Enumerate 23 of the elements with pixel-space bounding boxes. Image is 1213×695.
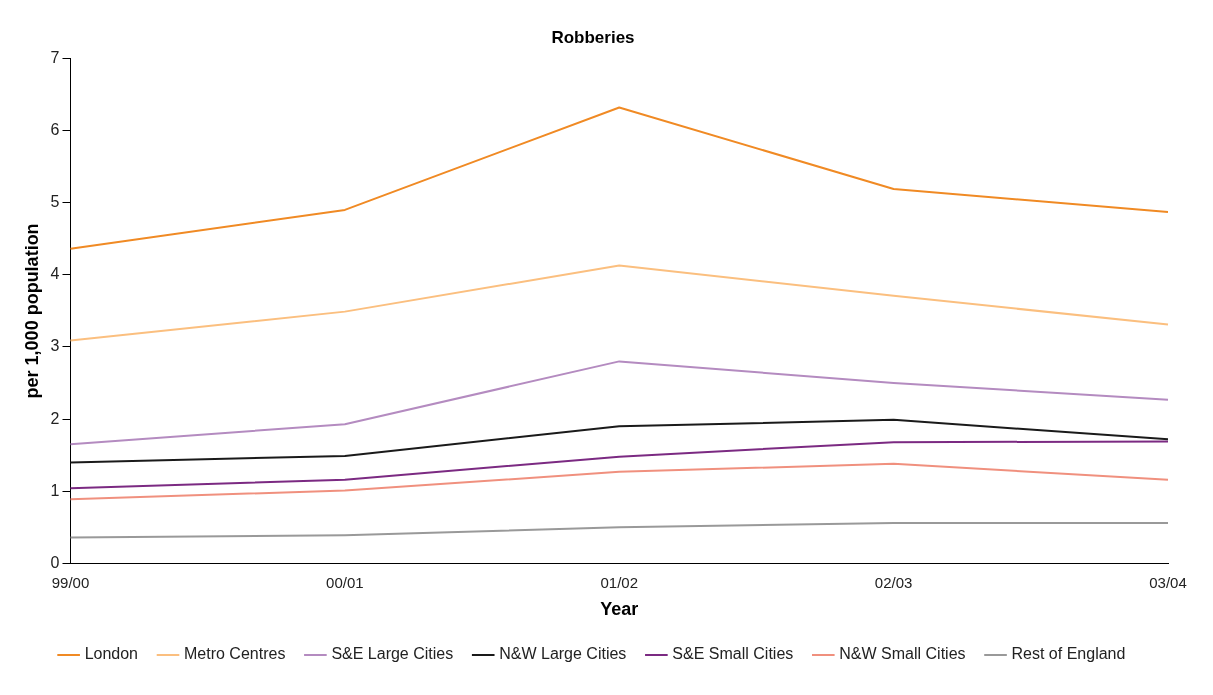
legend-label: S&E Large Cities: [331, 645, 454, 663]
y-tick-label: 1: [50, 481, 60, 499]
y-tick-label: 2: [50, 409, 60, 427]
chart-title: Robberies: [551, 27, 635, 47]
x-tick-label: 03/04: [1149, 573, 1187, 591]
x-axis-title: Year: [600, 599, 639, 620]
x-tick-label: 02/03: [874, 573, 913, 591]
y-tick-label: 7: [50, 48, 60, 66]
y-tick-label: 3: [50, 337, 60, 355]
legend-label: Rest of England: [1011, 645, 1126, 663]
x-tick-label: 99/00: [51, 573, 90, 591]
y-tick-label: 6: [50, 120, 60, 138]
y-tick-label: 5: [50, 193, 60, 211]
x-tick-label: 01/02: [600, 573, 639, 591]
legend-label: N&W Large Cities: [499, 645, 627, 663]
y-tick-label: 0: [50, 553, 60, 571]
legend-label: S&E Small Cities: [672, 645, 794, 663]
y-tick-label: 4: [50, 265, 60, 283]
legend-label: London: [84, 645, 139, 663]
legend-label: N&W Small Cities: [839, 645, 966, 663]
x-tick-label: 00/01: [326, 573, 364, 591]
legend-label: Metro Centres: [184, 645, 286, 663]
y-axis-title: per 1,000 population: [21, 223, 42, 399]
